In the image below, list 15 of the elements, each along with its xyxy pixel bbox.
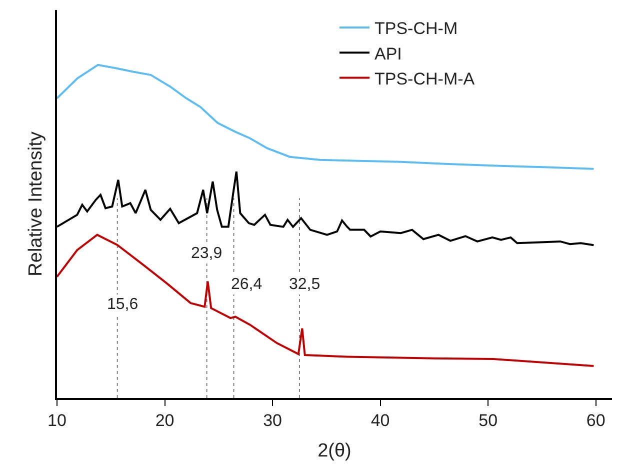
legend-label: API — [374, 44, 402, 64]
y-axis-title: Relative Intensity — [26, 131, 47, 276]
x-tick-label: 60 — [586, 411, 606, 430]
x-tick-label: 50 — [478, 411, 498, 430]
x-tick-label: 40 — [370, 411, 390, 430]
legend-label: TPS-CH-M-A — [374, 69, 476, 88]
ref-line-label: 32,5 — [289, 276, 320, 293]
ref-line-label: 15,6 — [107, 296, 138, 313]
legend-label: TPS-CH-M — [374, 19, 458, 38]
ref-line-label: 26,4 — [231, 276, 262, 293]
x-axis-title: 2(θ) — [318, 440, 352, 462]
x-tick-label: 20 — [155, 411, 174, 430]
x-tick-label: 30 — [263, 411, 282, 430]
x-tick-label: 10 — [48, 411, 66, 430]
ref-line-label: 23,9 — [191, 245, 222, 262]
